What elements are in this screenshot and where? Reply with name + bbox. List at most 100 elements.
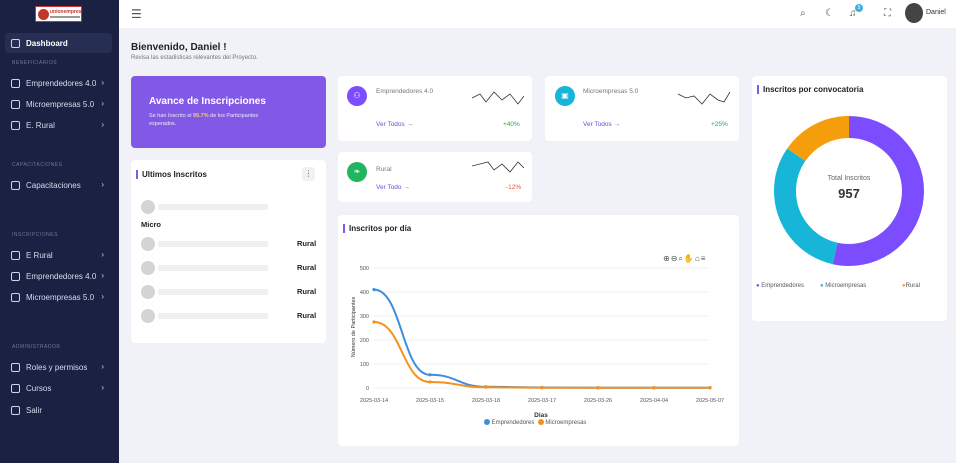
sidebar-item-dashboard[interactable]: Dashboard — [5, 33, 112, 53]
chevron-right-icon: › — [101, 250, 104, 259]
chevron-right-icon: › — [101, 362, 104, 371]
data-point — [596, 386, 600, 390]
data-point — [372, 320, 376, 324]
zoom-icon[interactable]: ⌕ — [678, 254, 684, 263]
stat-pct: -12% — [506, 184, 522, 191]
avatar — [141, 285, 155, 299]
section-inscripciones: INSCRIPCIONES — [12, 232, 58, 238]
arrow-right-icon: → — [613, 121, 621, 128]
list-item: Rural — [141, 261, 321, 275]
chevron-right-icon: › — [101, 180, 104, 189]
sidebar-item-emprendedores[interactable]: Emprendedores 4.0 › — [5, 73, 112, 93]
avatar — [141, 261, 155, 275]
section-capacitaciones: CAPACITACIONES — [12, 162, 63, 168]
list-item: Rural — [141, 285, 321, 299]
sparkline-emprendedores — [472, 91, 524, 105]
ver-todos-link[interactable]: Ver Todos → — [583, 121, 621, 128]
users-icon: ⚇ — [347, 86, 367, 106]
sidebar-item-roles[interactable]: Roles y permisos › — [5, 357, 112, 377]
file-icon — [11, 383, 20, 393]
logout-icon — [11, 405, 20, 415]
page-title: Bienvenido, Daniel ! — [131, 42, 227, 53]
donut-title: Inscritos por convocatoria — [757, 85, 863, 94]
chevron-right-icon: › — [101, 271, 104, 280]
x-tick-label: 2025-03-17 — [528, 398, 556, 404]
slice-microempresas — [774, 116, 924, 266]
chart-title: Inscritos por día — [343, 224, 411, 233]
menu-icon[interactable]: ≡ — [700, 254, 707, 263]
y-tick-label: 300 — [360, 314, 369, 320]
ultimos-title: Ultimos Inscritos — [136, 170, 207, 179]
sidebar: unionempresarial Dashboard BENEFICIARIOS… — [0, 0, 119, 463]
data-point — [652, 386, 656, 390]
avatar — [141, 309, 155, 323]
ver-todos-link[interactable]: Ver Todos → — [376, 121, 414, 128]
x-tick-label: 2025-03-26 — [584, 398, 612, 404]
topbar — [119, 0, 956, 28]
stat-card-emprendedores — [338, 76, 532, 141]
list-item: Rural — [141, 309, 321, 323]
sidebar-item-erural[interactable]: E. Rural › — [5, 115, 112, 135]
avatar — [141, 200, 155, 214]
y-axis-label: Número de Participantes — [351, 296, 357, 357]
donut-center-label: Total Inscritos — [827, 175, 871, 182]
donut-legend-rur[interactable]: ●Rural — [902, 283, 920, 289]
y-tick-label: 500 — [360, 266, 369, 272]
stat-card-microempresas — [545, 76, 739, 141]
list-item — [141, 200, 321, 214]
sidebar-item-ins-erural[interactable]: E Rural › — [5, 245, 112, 265]
series-line-microempresas — [373, 321, 710, 389]
pan-icon[interactable]: ✋ — [683, 254, 695, 263]
stat-card-rural — [338, 152, 532, 202]
zoom-out-icon[interactable]: ⊖ — [670, 254, 679, 263]
chart-toolbar: ⊕⊖⌕✋⌂≡ — [663, 254, 706, 264]
donut-legend-emp[interactable]: ● Emprendedores — [756, 283, 804, 289]
legend-swatch — [484, 419, 490, 425]
avance-title: Avance de Inscripciones — [149, 96, 266, 107]
avatar[interactable] — [905, 3, 923, 23]
legend-emprendedores: Emprendedores — [491, 419, 535, 426]
sidebar-item-microempresas[interactable]: Microempresas 5.0 › — [5, 94, 112, 114]
sparkline-microempresas — [678, 91, 730, 105]
more-options-icon[interactable]: ⋮ — [302, 167, 315, 181]
line-chart: 500 400 300 200 100 0 2025-03-14 2025-03-15 2025… — [351, 266, 724, 419]
sidebar-item-capacitaciones[interactable]: Capacitaciones › — [5, 175, 112, 195]
x-tick-label: 2025-05-07 — [696, 398, 724, 404]
zoom-in-icon[interactable]: ⊕ — [663, 254, 671, 263]
stat-name: Rural — [376, 166, 392, 173]
menu-toggle-icon[interactable]: ☰ — [131, 7, 142, 21]
sidebar-item-ins-emprendedores[interactable]: Emprendedores 4.0 › — [5, 266, 112, 286]
fullscreen-icon[interactable]: ⛶ — [884, 8, 891, 19]
section-beneficiarios: BENEFICIARIOS — [12, 60, 58, 66]
home-icon — [11, 38, 20, 48]
file-icon — [11, 362, 20, 372]
sidebar-item-ins-microempresas[interactable]: Microempresas 5.0 › — [5, 287, 112, 307]
reset-icon[interactable]: ⌂ — [694, 254, 701, 263]
x-tick-label: 2025-04-04 — [640, 398, 668, 404]
chevron-right-icon: › — [101, 120, 104, 129]
bell-icon[interactable]: ♫ — [849, 8, 857, 19]
brand-logo[interactable]: unionempresarial — [35, 6, 82, 22]
chevron-right-icon: › — [101, 383, 104, 392]
ultimos-inscritos-card — [131, 160, 326, 343]
data-point — [428, 373, 432, 377]
donut-legend-mic[interactable]: ● Microempresas — [820, 283, 867, 289]
section-administrador: ADMINISTRADOR — [12, 344, 61, 350]
sidebar-item-salir[interactable]: Salir — [5, 400, 112, 420]
briefcase-icon: ▣ — [555, 86, 575, 106]
search-icon[interactable]: ⌕ — [800, 8, 806, 19]
ver-todo-link[interactable]: Ver Todo → — [376, 184, 410, 191]
x-tick-label: 2025-03-18 — [472, 398, 500, 404]
list-item: Rural — [141, 237, 321, 251]
avance-card: Avance de Inscripciones Se han Inscrito … — [131, 76, 326, 148]
stat-pct: +40% — [503, 121, 520, 128]
y-tick-label: 200 — [360, 338, 369, 344]
notification-badge: 5 — [855, 4, 863, 12]
inscritos-por-dia-card — [338, 215, 739, 446]
legend-swatch — [537, 419, 544, 425]
sidebar-item-cursos[interactable]: Cursos › — [5, 378, 112, 398]
data-point — [540, 386, 544, 390]
arrow-right-icon: → — [406, 121, 414, 128]
user-name[interactable]: Daniel — [926, 9, 946, 16]
dark-mode-icon[interactable]: ☾ — [825, 8, 834, 19]
